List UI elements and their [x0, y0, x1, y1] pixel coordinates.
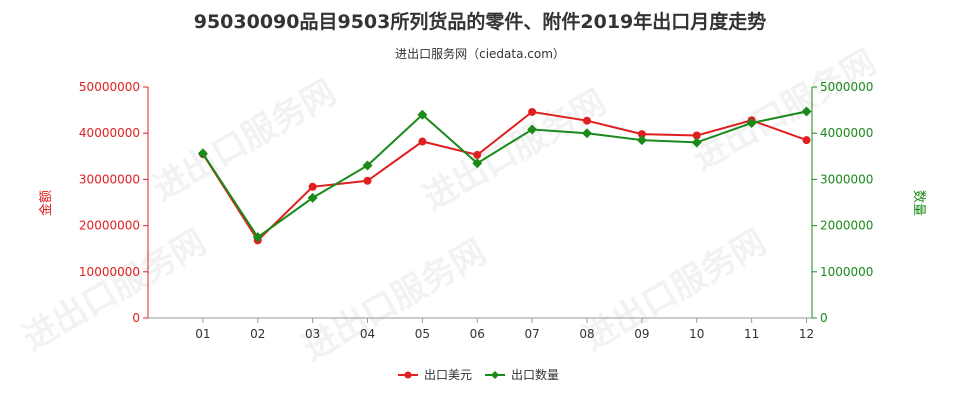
legend-quantity-marker: [491, 371, 499, 379]
series-layer: [197, 106, 812, 245]
x-tick-label: 07: [524, 327, 539, 341]
legend-item-amount[interactable]: 出口美元: [398, 368, 472, 382]
y-right-tick-label: 4000000: [820, 126, 873, 140]
legend: 出口美元 出口数量: [398, 367, 559, 382]
x-tick-label: 02: [250, 327, 265, 341]
y-left-tick-label: 30000000: [79, 172, 140, 186]
data-point-amount: [583, 116, 592, 125]
data-point-quantity: [472, 158, 483, 169]
chart-subtitle: 进出口服务网（ciedata.com）: [395, 46, 565, 61]
x-tick-label: 10: [689, 327, 704, 341]
x-tick-label: 01: [195, 327, 210, 341]
data-point-amount: [692, 131, 701, 140]
y-right-tick-label: 3000000: [820, 172, 873, 186]
y-right-tick-label: 2000000: [820, 219, 873, 233]
legend-quantity-label: 出口数量: [511, 367, 559, 382]
x-tick-label: 11: [744, 327, 759, 341]
data-point-amount: [418, 137, 427, 146]
data-point-quantity: [746, 118, 757, 129]
y-left-tick-label: 10000000: [79, 265, 140, 279]
y-right-tick-label: 1000000: [820, 265, 873, 279]
watermark-text: 进出口服务网: [416, 82, 613, 219]
y-right-tick-label: 0: [820, 311, 828, 325]
data-point-amount: [308, 182, 317, 191]
legend-amount-marker: [404, 371, 412, 379]
legend-item-quantity[interactable]: 出口数量: [485, 367, 559, 382]
data-point-quantity: [252, 232, 263, 243]
series-line-quantity: [202, 110, 807, 239]
y-left-tick-label: 40000000: [79, 126, 140, 140]
data-point-quantity: [801, 106, 812, 117]
data-point-quantity: [527, 124, 538, 135]
y-right-axis-label: 数量: [911, 190, 926, 216]
y-left-tick-label: 20000000: [79, 219, 140, 233]
data-point-amount: [363, 176, 372, 185]
data-point-quantity: [582, 128, 593, 139]
x-tick-label: 09: [634, 327, 649, 341]
series-line-amount: [202, 110, 807, 242]
data-point-amount: [528, 107, 537, 116]
x-tick-label: 06: [470, 327, 485, 341]
data-point-quantity: [691, 137, 702, 148]
data-point-quantity: [197, 148, 208, 159]
legend-amount-label: 出口美元: [424, 368, 472, 382]
watermark-text: 进出口服务网: [686, 42, 883, 179]
y-left-tick-label: 0: [132, 311, 140, 325]
y-left-axis-label: 金额: [38, 190, 54, 216]
x-tick-label: 03: [305, 327, 320, 341]
chart-title: 95030090品目9503所列货品的零件、附件2019年出口月度走势: [194, 10, 767, 33]
watermark-text: 进出口服务网: [16, 222, 213, 359]
x-tick-label: 05: [415, 327, 430, 341]
x-tick-label: 04: [360, 327, 375, 341]
watermark-text: 进出口服务网: [296, 232, 493, 369]
y-right-tick-label: 5000000: [820, 80, 873, 94]
data-point-quantity: [362, 160, 373, 171]
y-left-tick-label: 50000000: [79, 80, 140, 94]
data-point-quantity: [636, 135, 647, 146]
data-point-amount: [802, 136, 811, 145]
x-tick-label: 12: [799, 327, 814, 341]
axes: 0100000002000000030000000400000005000000…: [79, 80, 874, 341]
x-tick-label: 08: [579, 327, 594, 341]
data-point-quantity: [417, 109, 428, 120]
data-point-amount: [637, 130, 646, 139]
data-point-amount: [473, 150, 482, 159]
data-point-quantity: [307, 192, 318, 203]
